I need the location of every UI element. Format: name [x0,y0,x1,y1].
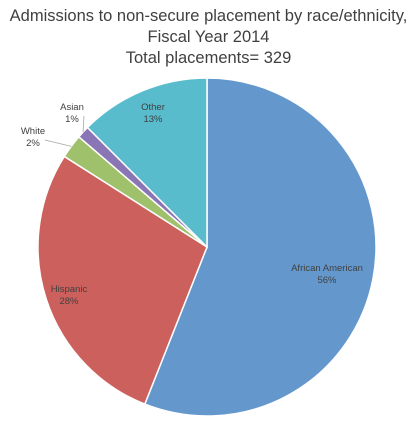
leader-line-white [44,139,72,147]
pie-slice-african-american [143,77,377,417]
slice-label-white: White 2% [21,126,45,149]
title-line-2: Fiscal Year 2014 [147,28,270,46]
slice-label-hispanic: Hispanic 28% [51,284,88,307]
pie-slice-hispanic [37,155,208,406]
slice-label-other: Other 13% [141,102,165,125]
slice-label-african-american: African American 56% [291,263,363,286]
leader-line-asian [82,115,85,133]
slice-label-asian: Asian 1% [60,102,84,125]
title-line-3: Total placements= 329 [125,49,292,67]
title-line-1: Admissions to non-secure placement by ra… [9,7,408,25]
chart-title: Admissions to non-secure placement by ra… [0,6,417,69]
pie-slice-other [86,77,208,249]
pie-slices [37,77,377,417]
leader-lines [44,115,85,147]
slice-labels: African American 56% Hispanic 28% White 2% Asi… [21,102,363,307]
